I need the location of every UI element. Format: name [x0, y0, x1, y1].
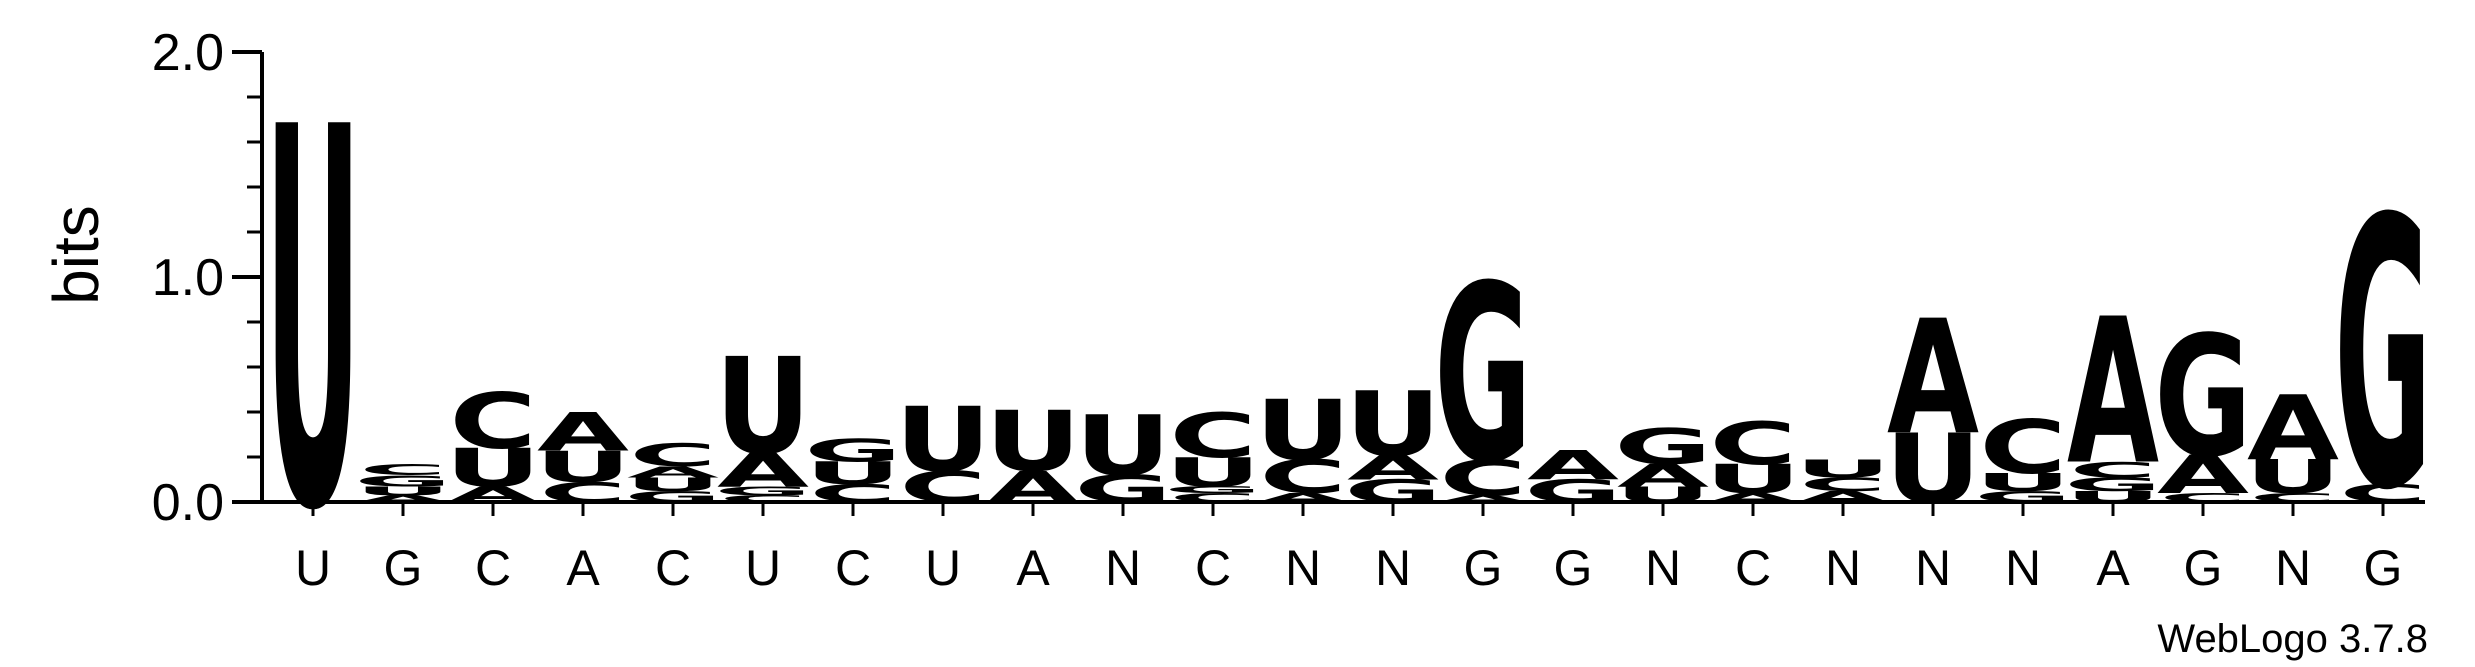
x-tick-label: U — [925, 540, 961, 596]
y-tick-label: 1.0 — [152, 249, 224, 307]
x-tick-label: N — [1375, 540, 1411, 596]
logo-letter-g: G — [2064, 474, 2162, 496]
x-tick-label: C — [835, 540, 871, 596]
x-tick-label: C — [475, 540, 511, 596]
logo-letter-u: U — [1705, 456, 1802, 503]
logo-letter-a: A — [627, 463, 720, 481]
logo-letter-g: G — [1164, 484, 1262, 495]
x-tick-label: A — [566, 540, 600, 596]
logo-letter-u: U — [265, 19, 362, 626]
y-axis: 0.0 1.0 2.0 — [152, 24, 262, 532]
x-tick-label: A — [1016, 540, 1050, 596]
logo-letter-u: U — [985, 394, 1082, 490]
logo-letter-a: A — [1437, 493, 1529, 504]
logo-letter-a: A — [1887, 287, 1979, 470]
x-tick-label: G — [1464, 540, 1503, 596]
logo-letter-g: G — [2334, 141, 2432, 572]
x-tick-label: N — [1915, 540, 1951, 596]
x-tick-label: G — [2364, 540, 2403, 596]
x-tick-label: U — [745, 540, 781, 596]
logo-letter-g: G — [1434, 234, 1532, 517]
logo-letter-a: A — [1617, 458, 1709, 494]
logo-letter-u: U — [895, 387, 992, 492]
x-tick-label: C — [1195, 540, 1231, 596]
logo-letter-g: G — [804, 433, 902, 469]
logo-letter-g: G — [354, 472, 452, 490]
x-tick-label: N — [1645, 540, 1681, 596]
logo-letter-a: A — [537, 402, 629, 463]
x-tick-label: G — [384, 540, 423, 596]
logo-letter-u: U — [1975, 468, 2072, 497]
x-tick-label: C — [655, 540, 691, 596]
logo-letter-c: C — [359, 461, 446, 479]
logo-letter-g: G — [1614, 419, 1712, 476]
logo-letter-c: C — [719, 493, 806, 504]
logo-letter-u: U — [1075, 399, 1172, 495]
x-tick-label: A — [2096, 540, 2130, 596]
logo-letter-a: A — [2157, 445, 2249, 506]
logo-letter-u: U — [535, 442, 632, 492]
logo-letter-g: G — [2154, 302, 2252, 495]
x-tick-label: G — [2184, 540, 2223, 596]
logo-letter-u: U — [1255, 383, 1352, 479]
logo-letter-c: C — [1979, 405, 2066, 491]
x-tick-label: C — [1735, 540, 1771, 596]
x-tick-label: N — [1825, 540, 1861, 596]
logo-letter-u: U — [2245, 450, 2342, 504]
logo-stacks: UAUGCAUCCUAGUACCGAUCUGCUAUGUCGUCACUGAUAC… — [265, 19, 2432, 626]
logo-letter-u: U — [445, 438, 542, 499]
x-tick-label: G — [1554, 540, 1593, 596]
logo-letter-c: C — [1709, 410, 1796, 478]
logo-letter-c: C — [1439, 450, 1526, 507]
x-tick-label: U — [295, 540, 331, 596]
logo-letter-u: U — [1795, 455, 1892, 484]
logo-letter-a: A — [2067, 275, 2159, 508]
logo-letter-a: A — [1527, 442, 1619, 489]
logo-letter-u: U — [355, 484, 452, 498]
logo-letter-c: C — [449, 376, 536, 466]
logo-letter-c: C — [2069, 458, 2156, 483]
logo-letter-g: G — [714, 484, 812, 498]
logo-letter-a: A — [2247, 376, 2339, 481]
logo-letter-u: U — [1165, 449, 1262, 496]
logo-letter-c: C — [1799, 474, 1886, 496]
x-tick-label: N — [1285, 540, 1321, 596]
y-axis-title: bits — [40, 205, 112, 305]
logo-letter-u: U — [715, 329, 812, 484]
logo-letter-c: C — [1169, 400, 1256, 472]
logo-letter-c: C — [629, 438, 716, 474]
logo-letter-a: A — [357, 493, 449, 504]
x-tick-label: N — [2275, 540, 2311, 596]
logo-letter-u: U — [805, 456, 902, 492]
y-tick-label: 2.0 — [152, 24, 224, 82]
weblogo-credit: WebLogo 3.7.8 — [2157, 617, 2428, 661]
logo-letter-u: U — [625, 474, 722, 496]
logo-letter-a: A — [717, 444, 809, 498]
logo-letter-u: U — [1345, 371, 1442, 476]
x-tick-label: N — [2005, 540, 2041, 596]
logo-letter-a: A — [1347, 448, 1439, 488]
x-tick-label: N — [1105, 540, 1141, 596]
logo-letter-c: C — [1259, 450, 1346, 504]
y-tick-label: 0.0 — [152, 474, 224, 532]
